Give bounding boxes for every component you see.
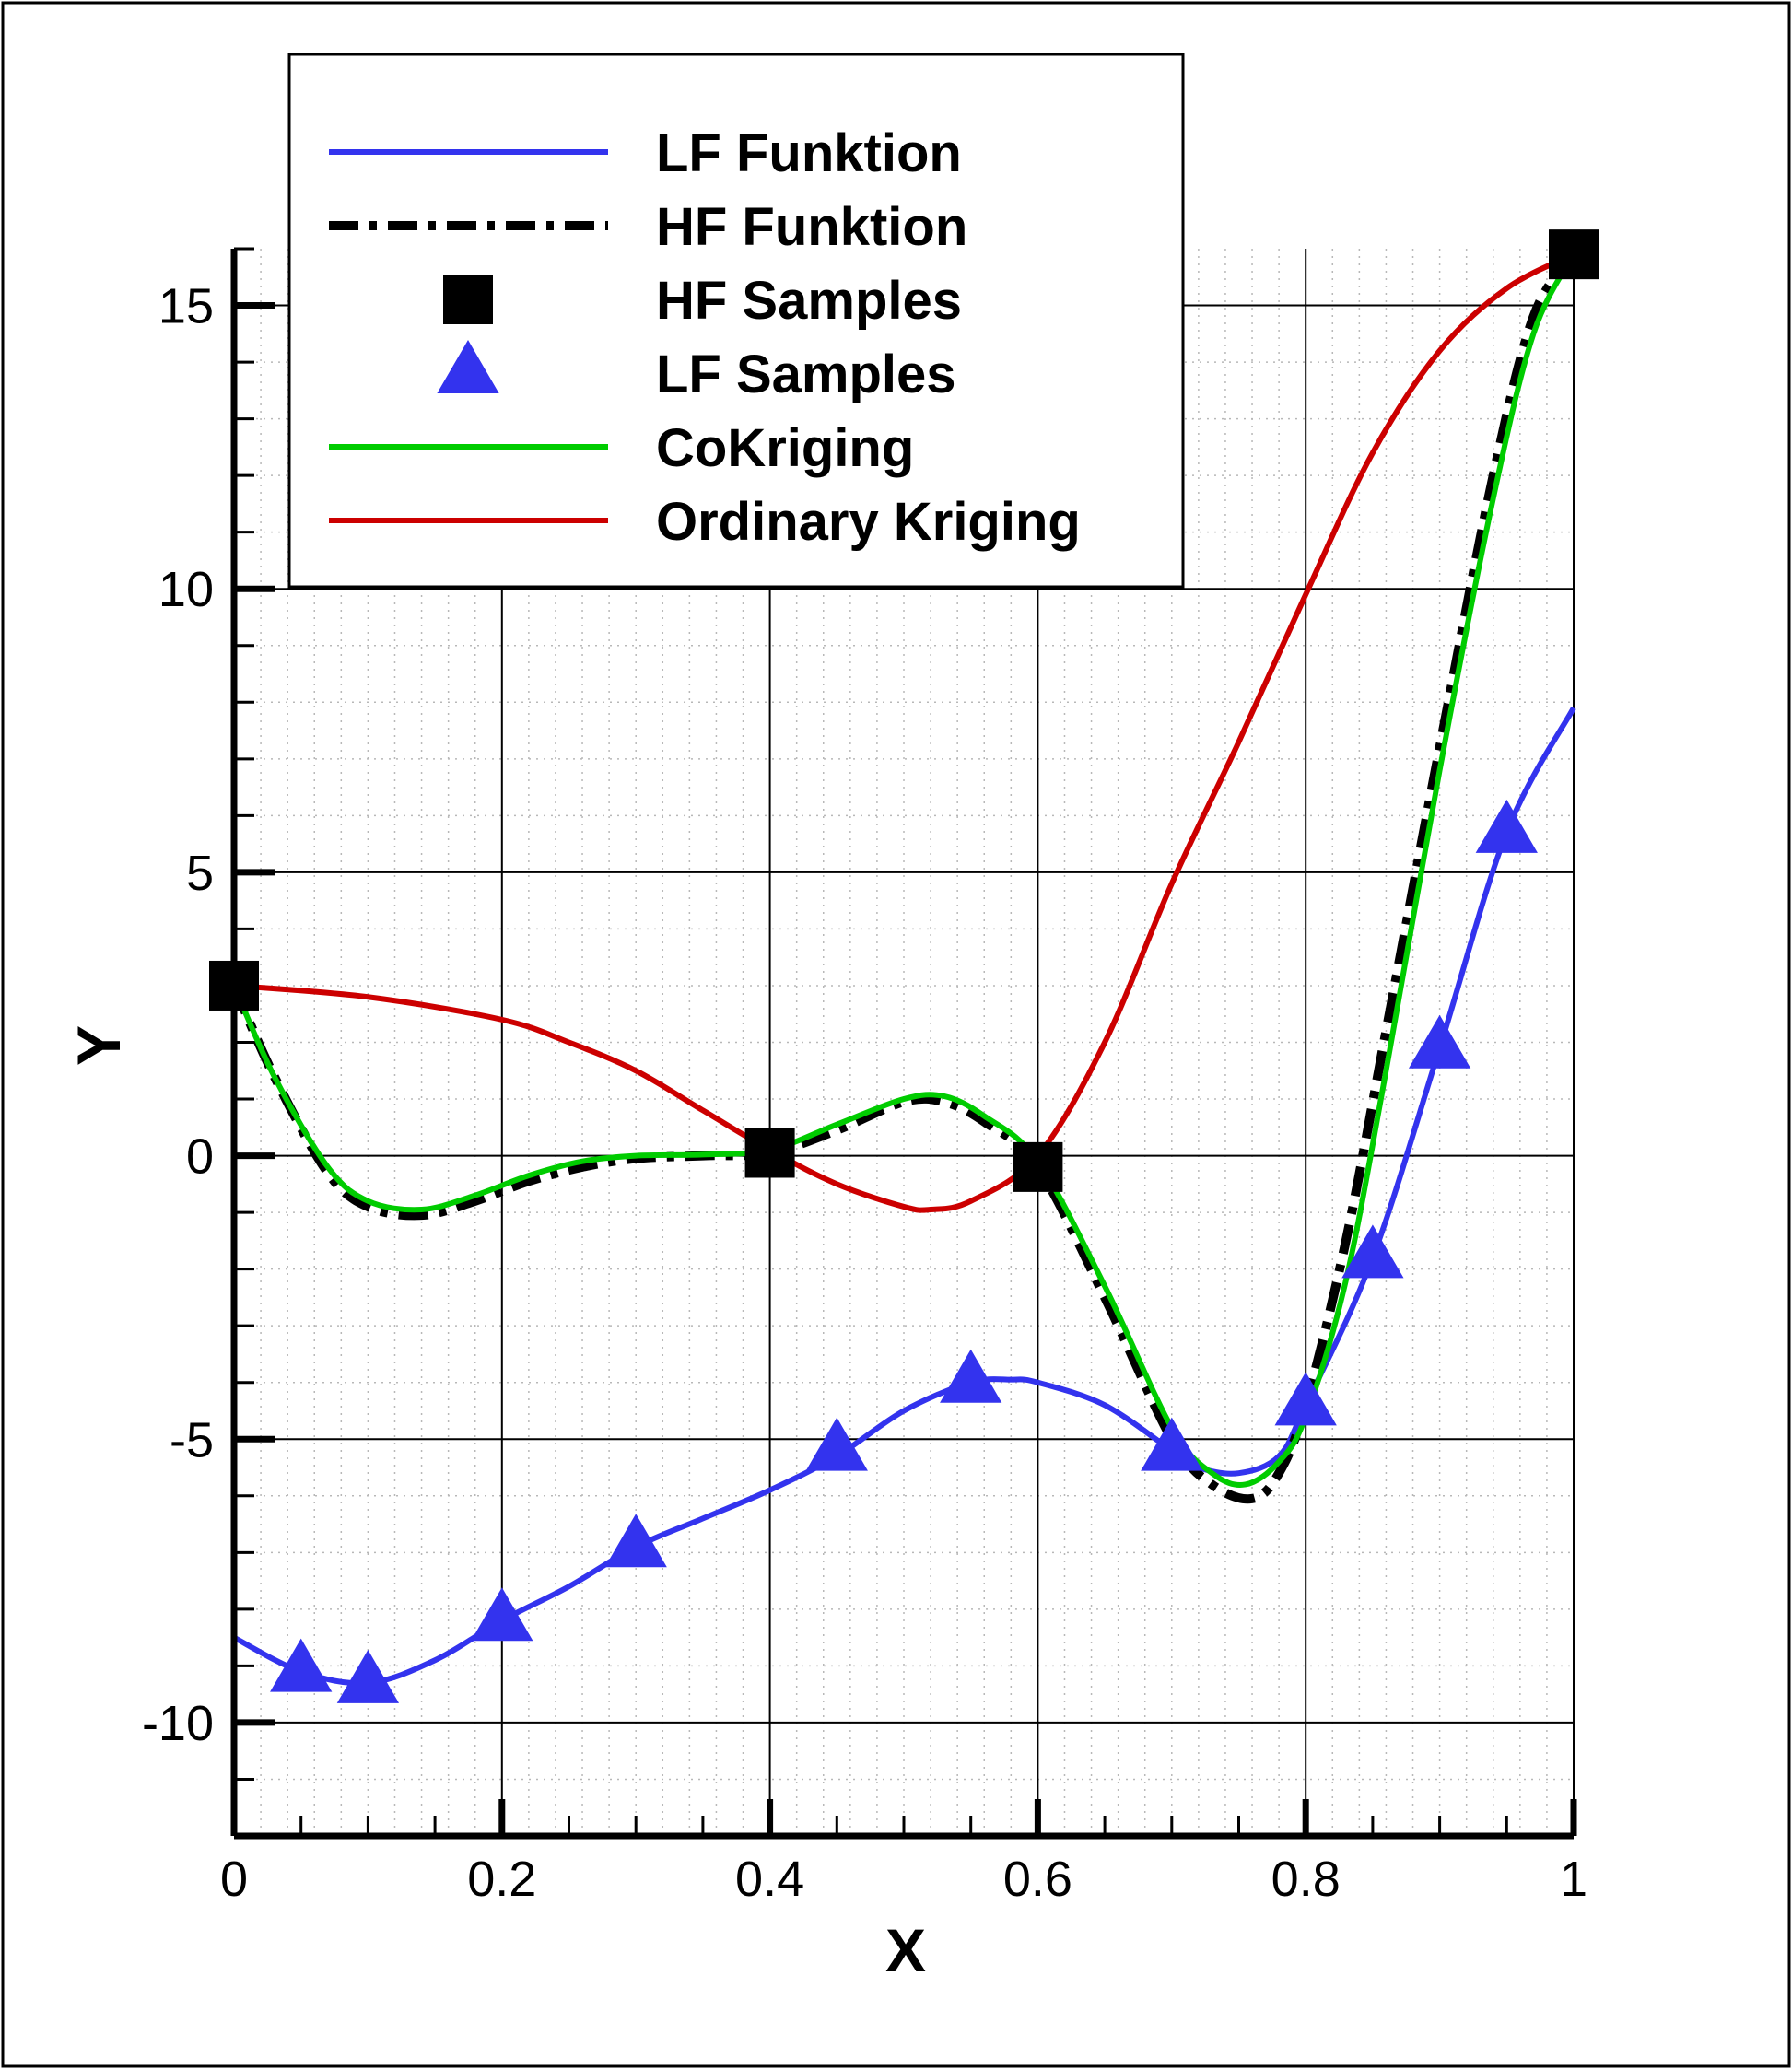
hf-sample-point <box>744 1128 795 1178</box>
y-tick-label: 5 <box>186 846 214 901</box>
legend-label-lf-samples: LF Samples <box>656 345 956 404</box>
x-tick-label: 1 <box>1560 1852 1587 1907</box>
lf-sample-point <box>940 1349 1002 1403</box>
y-tick-label: -10 <box>142 1696 214 1751</box>
lf-sample-point <box>336 1649 400 1703</box>
lf-sample-point <box>471 1587 533 1642</box>
x-axis-title: X <box>885 1916 926 1984</box>
hf-sample-point <box>1013 1141 1063 1192</box>
y-tick-label: 0 <box>186 1129 214 1185</box>
x-tick-label: 0.2 <box>467 1852 536 1907</box>
hf-sample-point <box>1549 229 1599 280</box>
legend-label-hf-funktion: HF Funktion <box>656 197 967 257</box>
series-line-cokriging <box>231 252 1576 1488</box>
x-tick-label: 0.4 <box>735 1852 804 1907</box>
axes: 0 0.2 0.4 0.6 0.8 1 -10 -5 0 5 10 15 <box>142 247 1587 1907</box>
x-tick-label: 0 <box>220 1852 248 1907</box>
legend-swatch-lf-samples <box>437 340 499 394</box>
series-line-hf-funktion <box>229 251 1578 1504</box>
y-tick-label: -5 <box>170 1412 214 1467</box>
x-tick-label: 0.8 <box>1271 1852 1341 1907</box>
y-axis-title: Y <box>64 1025 133 1066</box>
series-layer <box>209 229 1599 1703</box>
lf-sample-point <box>1274 1372 1337 1426</box>
legend-label-hf-samples: HF Samples <box>656 271 962 331</box>
lf-sample-point <box>1341 1224 1404 1279</box>
lf-sample-point <box>270 1638 333 1692</box>
y-tick-label: 15 <box>158 279 214 334</box>
lf-sample-point <box>604 1514 667 1568</box>
x-tick-label: 0.6 <box>1003 1852 1072 1907</box>
legend-label-ordinary-kriging: Ordinary Kriging <box>656 492 1081 552</box>
legend-box <box>287 53 1185 589</box>
legend: LF Funktion HF Funktion HF Samples LF Sampl… <box>287 53 1185 589</box>
legend-swatch-hf-samples <box>443 275 493 324</box>
lf-sample-point <box>1408 1014 1471 1069</box>
lf-sample-point <box>805 1417 868 1471</box>
y-tick-label: 10 <box>158 562 214 617</box>
series-line-ordinary-kriging <box>233 251 1575 1213</box>
legend-label-lf-funktion: LF Funktion <box>656 123 962 183</box>
lf-sample-point <box>1141 1417 1203 1471</box>
legend-label-cokriging: CoKriging <box>656 418 914 478</box>
lf-sample-point <box>1475 799 1538 853</box>
